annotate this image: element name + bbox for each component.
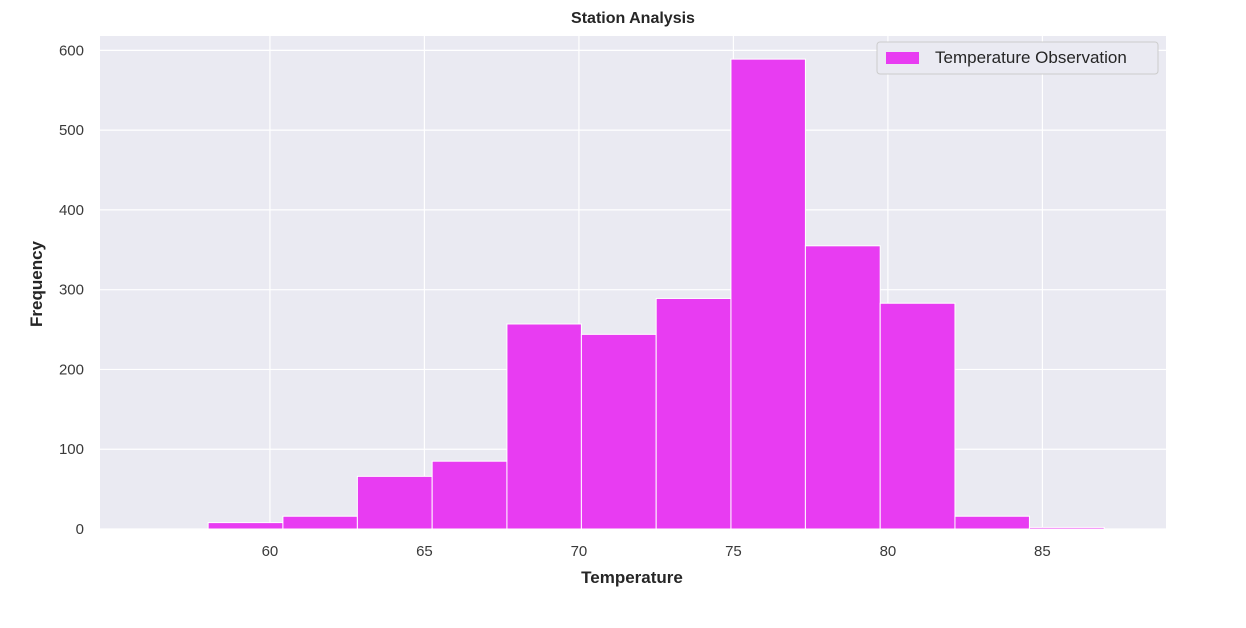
x-tick-label: 60 <box>262 543 279 560</box>
legend: Temperature Observation <box>876 41 1159 75</box>
legend-box <box>876 41 1159 75</box>
histogram-bar <box>506 323 582 530</box>
y-tick-label: 600 <box>59 42 84 59</box>
histogram-bar <box>879 302 956 530</box>
y-tick-label: 500 <box>59 122 84 139</box>
histogram-bar <box>282 515 358 530</box>
histogram-bar <box>730 58 806 530</box>
histogram-bar <box>954 515 1030 530</box>
histogram-bar <box>1028 526 1105 530</box>
histogram-bar <box>207 522 284 530</box>
x-tick-label: 80 <box>880 543 897 560</box>
histogram-bar <box>580 333 657 530</box>
x-tick-label: 70 <box>571 543 588 560</box>
x-axis-label: Temperature <box>581 568 683 587</box>
y-tick-label: 300 <box>59 282 84 299</box>
y-axis-label: Frequency <box>27 240 46 327</box>
y-tick-label: 0 <box>76 521 84 538</box>
x-tick-label: 65 <box>416 543 433 560</box>
histogram-bar <box>431 460 508 530</box>
y-tick-label: 100 <box>59 441 84 458</box>
y-tick-label: 200 <box>59 361 84 378</box>
y-tick-label: 400 <box>59 202 84 219</box>
y-tick-labels: 0 100 200 300 400 500 600 <box>59 42 84 538</box>
histogram-bar <box>356 475 433 530</box>
x-tick-label: 85 <box>1034 543 1051 560</box>
bars <box>207 58 1105 530</box>
histogram-bar <box>655 297 732 530</box>
x-tick-labels: 60 65 70 75 80 85 <box>262 543 1051 560</box>
x-tick-label: 75 <box>725 543 742 560</box>
legend-swatch <box>886 52 919 64</box>
legend-label: Temperature Observation <box>935 48 1127 67</box>
chart-title: Station Analysis <box>571 10 695 27</box>
histogram-bar <box>804 245 881 530</box>
